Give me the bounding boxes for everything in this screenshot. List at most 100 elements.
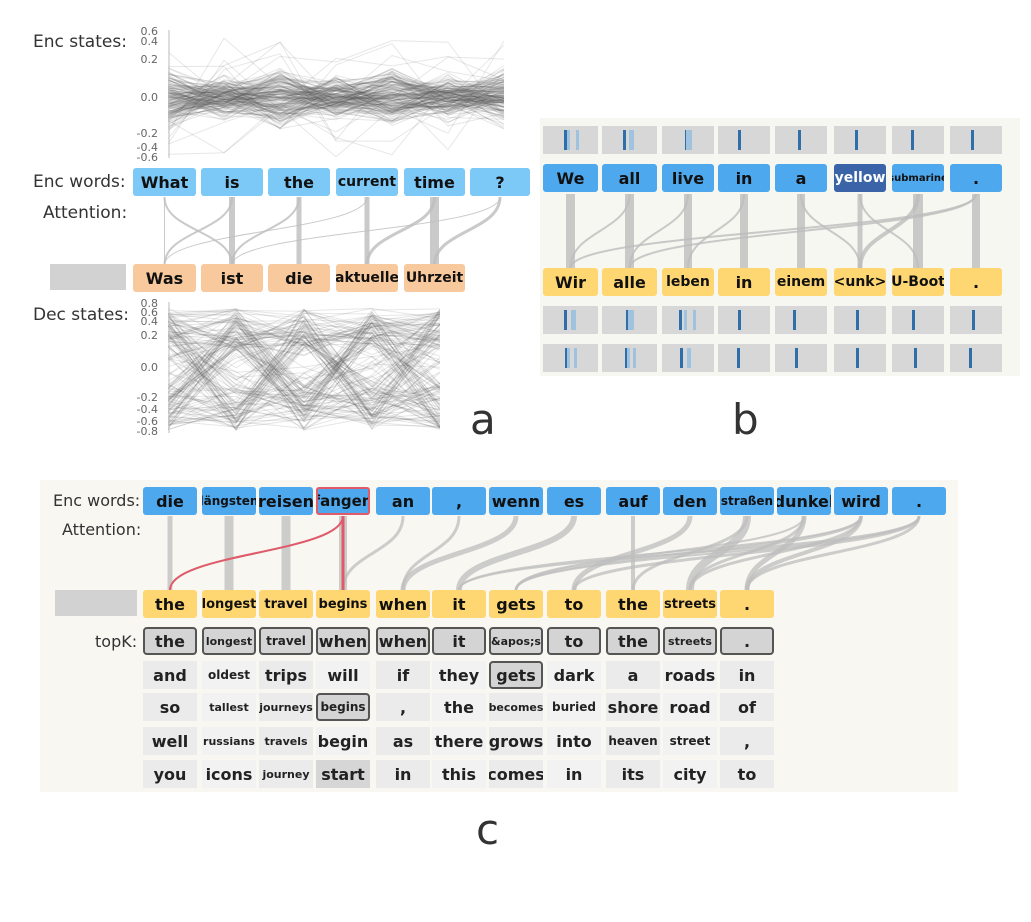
enc-word-token[interactable]: straßen — [720, 487, 774, 515]
topk-candidate[interactable]: the — [143, 627, 197, 655]
topk-candidate[interactable]: in — [547, 760, 601, 788]
enc-word-token[interactable]: yellow — [834, 164, 886, 192]
state-vector-box[interactable] — [950, 344, 1002, 372]
dec-word-token[interactable]: the — [143, 590, 197, 618]
enc-word-token[interactable]: in — [718, 164, 770, 192]
enc-word-token[interactable]: wenn — [489, 487, 543, 515]
topk-candidate[interactable]: oldest — [202, 661, 256, 689]
state-vector-box[interactable] — [543, 306, 598, 334]
enc-word-token[interactable]: What — [133, 168, 196, 196]
topk-candidate[interactable]: to — [720, 760, 774, 788]
topk-candidate[interactable]: , — [720, 727, 774, 755]
state-vector-box[interactable] — [775, 126, 827, 154]
state-vector-box[interactable] — [602, 126, 657, 154]
topk-candidate[interactable]: the — [432, 693, 486, 721]
enc-word-token[interactable]: a — [775, 164, 827, 192]
enc-word-token[interactable]: den — [663, 487, 717, 515]
topk-candidate[interactable]: . — [720, 627, 774, 655]
topk-candidate[interactable]: streets — [663, 627, 717, 655]
dec-word-token[interactable]: Uhrzeit — [404, 264, 465, 292]
dec-word-token[interactable]: to — [547, 590, 601, 618]
enc-word-token[interactable]: auf — [606, 487, 660, 515]
topk-candidate[interactable]: russians — [202, 727, 256, 755]
dec-word-token[interactable]: in — [718, 268, 770, 296]
state-vector-box[interactable] — [718, 126, 770, 154]
topk-candidate[interactable]: and — [143, 661, 197, 689]
dec-word-token[interactable]: . — [720, 590, 774, 618]
state-vector-box[interactable] — [602, 344, 657, 372]
topk-candidate[interactable]: in — [720, 661, 774, 689]
topk-candidate[interactable]: travels — [259, 727, 313, 755]
topk-candidate[interactable]: tallest — [202, 693, 256, 721]
topk-candidate[interactable]: roads — [663, 661, 717, 689]
topk-candidate[interactable]: road — [663, 693, 717, 721]
state-vector-box[interactable] — [834, 126, 886, 154]
enc-word-token[interactable]: reisen — [259, 487, 313, 515]
topk-candidate[interactable]: there — [432, 727, 486, 755]
topk-candidate[interactable]: heaven — [606, 727, 660, 755]
state-vector-box[interactable] — [718, 344, 770, 372]
enc-word-token[interactable]: the — [268, 168, 330, 196]
dec-word-token[interactable]: leben — [662, 268, 714, 296]
topk-candidate[interactable]: dark — [547, 661, 601, 689]
topk-candidate[interactable]: in — [376, 760, 430, 788]
topk-candidate[interactable]: when — [376, 627, 430, 655]
state-vector-box[interactable] — [543, 126, 598, 154]
topk-candidate[interactable]: a — [606, 661, 660, 689]
enc-word-token[interactable]: . — [950, 164, 1002, 192]
state-vector-box[interactable] — [718, 306, 770, 334]
decoder-input-box[interactable] — [50, 264, 126, 290]
topk-candidate[interactable]: so — [143, 693, 197, 721]
dec-word-token[interactable]: gets — [489, 590, 543, 618]
state-vector-box[interactable] — [602, 306, 657, 334]
topk-candidate[interactable]: its — [606, 760, 660, 788]
enc-word-token[interactable]: es — [547, 487, 601, 515]
topk-candidate[interactable]: shore — [606, 693, 660, 721]
enc-word-token[interactable]: die — [143, 487, 197, 515]
dec-word-token[interactable]: U-Boot — [892, 268, 944, 296]
topk-candidate[interactable]: journeys — [259, 693, 313, 721]
topk-candidate[interactable]: will — [316, 661, 370, 689]
topk-candidate[interactable]: begins — [316, 693, 370, 721]
enc-word-token[interactable]: . — [892, 487, 946, 515]
dec-word-token[interactable]: Was — [133, 264, 196, 292]
topk-candidate[interactable]: they — [432, 661, 486, 689]
state-vector-box[interactable] — [775, 344, 827, 372]
topk-candidate[interactable]: trips — [259, 661, 313, 689]
dec-word-token[interactable]: die — [268, 264, 330, 292]
enc-word-token[interactable]: wird — [834, 487, 888, 515]
dec-word-token[interactable]: Wir — [543, 268, 598, 296]
topk-candidate[interactable]: of — [720, 693, 774, 721]
topk-candidate[interactable]: buried — [547, 693, 601, 721]
dec-word-token[interactable]: . — [950, 268, 1002, 296]
topk-candidate[interactable]: longest — [202, 627, 256, 655]
topk-candidate[interactable]: travel — [259, 627, 313, 655]
topk-candidate[interactable]: you — [143, 760, 197, 788]
state-vector-box[interactable] — [662, 126, 714, 154]
state-vector-box[interactable] — [834, 344, 886, 372]
dec-word-token[interactable]: longest — [202, 590, 256, 618]
dec-states-plot[interactable] — [168, 300, 440, 435]
topk-candidate[interactable]: well — [143, 727, 197, 755]
dec-word-token[interactable]: <unk> — [834, 268, 886, 296]
dec-word-token[interactable]: when — [376, 590, 430, 618]
dec-word-token[interactable]: aktuelle — [336, 264, 398, 292]
state-vector-box[interactable] — [662, 306, 714, 334]
state-vector-box[interactable] — [834, 306, 886, 334]
enc-word-token[interactable]: längsten — [202, 487, 256, 515]
state-vector-box[interactable] — [892, 344, 944, 372]
decoder-input-box[interactable] — [55, 590, 137, 616]
enc-word-token[interactable]: We — [543, 164, 598, 192]
topk-candidate[interactable]: becomes — [489, 693, 543, 721]
enc-word-token[interactable]: all — [602, 164, 657, 192]
enc-states-plot[interactable] — [168, 28, 508, 160]
topk-candidate[interactable]: this — [432, 760, 486, 788]
topk-candidate[interactable]: gets — [489, 661, 543, 689]
topk-candidate[interactable]: journey — [259, 760, 313, 788]
dec-word-token[interactable]: travel — [259, 590, 313, 618]
dec-word-token[interactable]: it — [432, 590, 486, 618]
topk-candidate[interactable]: when — [316, 627, 370, 655]
topk-candidate[interactable]: city — [663, 760, 717, 788]
enc-word-token[interactable]: is — [201, 168, 263, 196]
topk-candidate[interactable]: to — [547, 627, 601, 655]
